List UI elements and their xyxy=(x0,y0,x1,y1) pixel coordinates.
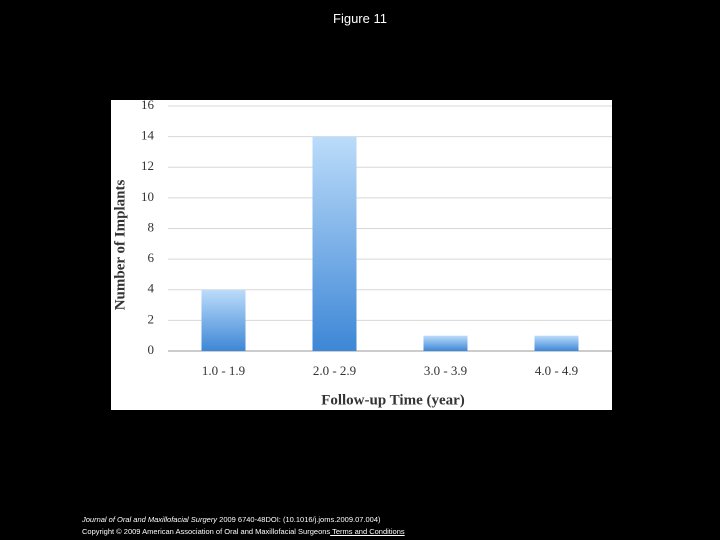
page-title: Figure 11 xyxy=(333,11,387,26)
y-tick-label: 8 xyxy=(148,219,155,234)
footer: Journal of Oral and Maxillofacial Surger… xyxy=(82,514,405,538)
chart: Follow-up Time (year) Number of Implants… xyxy=(111,100,612,410)
y-tick-label: 4 xyxy=(148,281,155,296)
citation-line: Journal of Oral and Maxillofacial Surger… xyxy=(82,514,405,526)
x-tick-label: 2.0 - 2.9 xyxy=(313,363,356,378)
x-tick-label: 4.0 - 4.9 xyxy=(535,363,578,378)
copyright-line: Copyright © 2009 American Association of… xyxy=(82,526,405,538)
y-tick-label: 2 xyxy=(148,311,155,326)
bar xyxy=(312,136,357,351)
y-tick-label: 16 xyxy=(141,100,155,112)
y-tick-label: 6 xyxy=(148,250,155,265)
x-axis-title: Follow-up Time (year) xyxy=(321,392,465,408)
bar xyxy=(201,289,246,351)
y-axis-title: Number of Implants xyxy=(112,180,128,311)
citation: 2009 6740-48DOI: (10.1016/j.joms.2009.07… xyxy=(217,515,381,524)
y-tick-label: 14 xyxy=(141,128,155,143)
y-tick-label: 12 xyxy=(141,158,154,173)
y-tick-label: 10 xyxy=(141,189,154,204)
y-tick-label: 0 xyxy=(148,342,155,357)
terms-link[interactable]: Terms and Conditions xyxy=(330,527,405,536)
bar xyxy=(534,335,579,351)
bar xyxy=(423,335,468,351)
chart-background xyxy=(111,100,612,410)
copyright: Copyright © 2009 American Association of… xyxy=(82,527,331,536)
x-tick-label: 3.0 - 3.9 xyxy=(424,363,467,378)
journal-name: Journal of Oral and Maxillofacial Surger… xyxy=(82,515,218,524)
x-tick-label: 1.0 - 1.9 xyxy=(202,363,245,378)
